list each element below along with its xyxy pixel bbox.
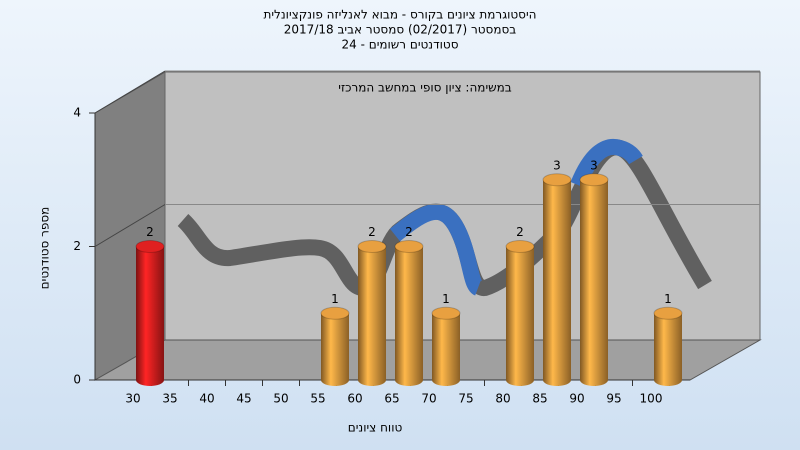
bar-top: [394, 240, 424, 253]
bar-top: [505, 240, 535, 253]
value-label: 2: [146, 225, 154, 239]
bar: [357, 240, 387, 386]
x-tick-label: 95: [606, 392, 621, 406]
value-label: 3: [590, 158, 598, 172]
bar-top: [357, 240, 387, 253]
bar-top: [579, 173, 609, 187]
x-tick-label: 75: [458, 392, 473, 406]
x-tick-label: 55: [310, 392, 325, 406]
bar-top: [320, 306, 350, 320]
bar: [431, 306, 461, 386]
value-label: 2: [405, 225, 413, 239]
bar: [394, 240, 424, 386]
bar-top: [135, 240, 165, 253]
y-tick-label: 0: [73, 373, 81, 387]
bar-top: [653, 306, 683, 320]
chart-title: היסטוגרמת ציונים בקורס - מבוא לאנליזה פו…: [263, 8, 536, 22]
x-tick-label: 30: [125, 392, 140, 406]
bar: [653, 306, 683, 386]
value-label: 2: [368, 225, 376, 239]
x-tick-label: 45: [236, 392, 251, 406]
y-tick-label: 4: [73, 106, 81, 120]
bar-body: [654, 313, 682, 380]
bar-body: [358, 246, 386, 380]
x-tick-label: 65: [384, 392, 399, 406]
x-tick-label: 60: [347, 392, 362, 406]
y-tick-label: 2: [73, 239, 81, 253]
bar-body: [395, 246, 423, 380]
value-label: 1: [442, 292, 450, 306]
bar: [135, 240, 165, 386]
bar: [542, 173, 572, 386]
bar: [320, 306, 350, 386]
x-tick-label: 90: [569, 392, 584, 406]
bar-top: [542, 173, 572, 187]
value-label: 1: [331, 292, 339, 306]
bar: [579, 173, 609, 386]
x-tick-label: 100: [640, 392, 663, 406]
x-tick-label: 35: [162, 392, 177, 406]
x-tick-label: 70: [421, 392, 436, 406]
chart-title: בסמסטר (02/2017) סמסטר אביב 2017/18: [284, 23, 516, 37]
bar-body: [321, 313, 349, 380]
trend-ribbon-highlight: [390, 203, 484, 296]
bar-body: [580, 179, 608, 380]
bar-body: [432, 313, 460, 380]
bar-body: [543, 179, 571, 380]
x-tick-label: 50: [273, 392, 288, 406]
bar-body: [506, 246, 534, 380]
x-axis-label: טווח ציונים: [348, 421, 403, 435]
grid-line: [94, 70, 166, 114]
chart-subtitle: במשימה: ציון סופי במחשב המרכזי: [338, 81, 512, 95]
bar-top: [431, 306, 461, 320]
value-label: 1: [664, 292, 672, 306]
grid-line: [94, 204, 166, 247]
y-axis-label: מספר סטודנטים: [38, 207, 52, 290]
x-tick-label: 40: [199, 392, 214, 406]
chart-title: סטודנטים רשומים - 24: [341, 38, 458, 52]
trend-ribbon-highlight: [570, 138, 643, 189]
value-label: 3: [553, 158, 561, 172]
x-tick-label: 85: [532, 392, 547, 406]
x-tick-label: 80: [495, 392, 510, 406]
value-label: 2: [516, 225, 524, 239]
bar: [505, 240, 535, 386]
bar-body: [136, 246, 164, 380]
